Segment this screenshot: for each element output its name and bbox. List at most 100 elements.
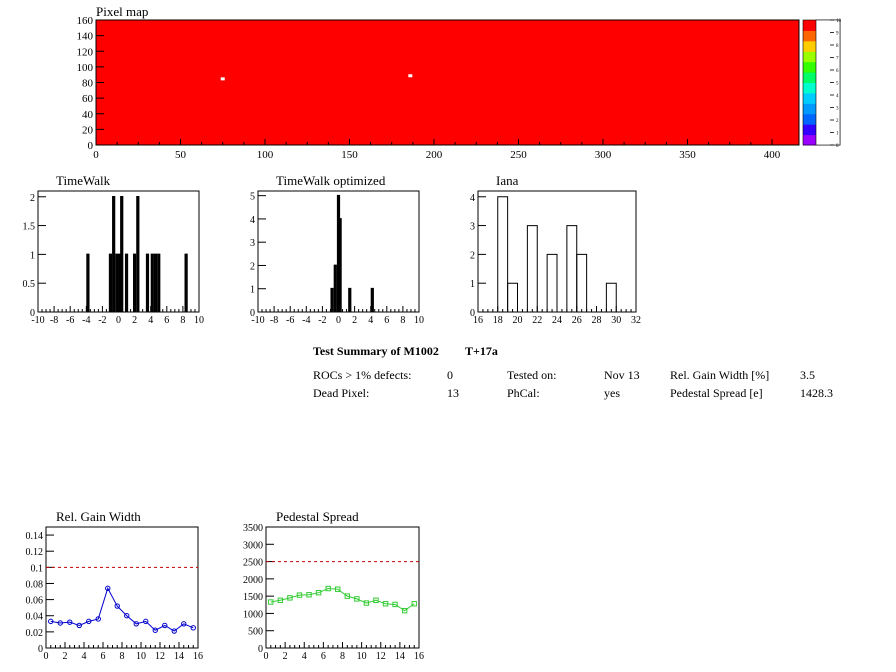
rocs-defects-value: 0 [447, 368, 453, 382]
dead-pixel [408, 74, 413, 78]
chart-title: Rel. Gain Width [56, 509, 141, 524]
x-tick-label: -4 [302, 315, 310, 326]
y-tick-label: 140 [77, 31, 94, 43]
data-point [325, 585, 331, 592]
y-tick-label: 0.02 [26, 628, 44, 639]
colorbar-segment [803, 72, 816, 83]
histogram-bar [120, 195, 124, 312]
colorbar-segment [803, 134, 816, 146]
colorbar-segment [803, 113, 816, 125]
data-point [373, 597, 379, 603]
colorbar-label: 4 [836, 94, 839, 99]
data-point [287, 595, 293, 601]
y-tick-label: 4 [250, 215, 255, 226]
data-point [296, 592, 303, 598]
x-tick-label: 8 [120, 651, 125, 662]
dead-pixel-value: 13 [447, 386, 459, 400]
y-tick-label: 0 [88, 140, 94, 152]
colorbar-segment [803, 61, 816, 73]
y-tick-label: 3500 [243, 523, 263, 534]
y-tick-label: 120 [77, 46, 94, 58]
x-tick-label: 10 [414, 315, 424, 326]
x-tick-label: 100 [257, 149, 274, 161]
data-point [162, 622, 168, 629]
x-tick-label: -8 [270, 315, 278, 326]
colorbar-label: 8 [836, 44, 839, 49]
x-tick-label: 12 [376, 651, 386, 662]
x-tick-label: 4 [82, 651, 87, 662]
x-tick-label: 2 [283, 651, 288, 662]
y-tick-label: 0 [30, 308, 35, 319]
histogram-bar [605, 282, 617, 312]
histogram-bar [576, 253, 588, 312]
colorbar-label: 7 [836, 57, 839, 62]
chart-title: Pedestal Spread [276, 509, 359, 524]
x-tick-label: 12 [155, 651, 165, 662]
histogram-bar [566, 225, 578, 312]
data-point [335, 586, 341, 592]
data-point [277, 597, 284, 603]
y-tick-label: 80 [82, 78, 94, 90]
histogram-bar [338, 218, 342, 312]
y-tick-label: 20 [82, 124, 94, 136]
phcal-label: PhCal: [507, 386, 540, 400]
colorbar-label: 10 [836, 19, 842, 24]
x-tick-label: 16 [193, 651, 203, 662]
x-tick-label: 0 [264, 651, 269, 662]
y-tick-label: 3 [470, 222, 475, 233]
chart-title: TimeWalk optimized [276, 173, 386, 188]
x-tick-label: -2 [318, 315, 326, 326]
y-tick-label: 1 [250, 285, 255, 296]
colorbar-segment [803, 51, 816, 63]
data-point [124, 613, 130, 619]
y-tick-label: 100 [77, 62, 94, 74]
x-tick-label: 250 [510, 149, 527, 161]
y-tick-label: 0.1 [31, 563, 44, 574]
x-tick-label: 200 [426, 149, 443, 161]
histogram-bar [153, 253, 158, 312]
y-tick-label: 500 [248, 627, 263, 638]
histogram-bar [507, 282, 518, 312]
data-point [268, 599, 274, 605]
data-point [86, 618, 92, 625]
pixel-map-fill [96, 20, 799, 145]
data-point [363, 600, 370, 606]
data-point [57, 620, 63, 626]
x-tick-label: 0 [336, 315, 341, 326]
x-tick-label: 6 [164, 315, 169, 326]
x-tick-label: 10 [136, 651, 146, 662]
data-point [114, 603, 120, 609]
colorbar-label: 9 [836, 32, 839, 37]
x-tick-label: 150 [341, 149, 358, 161]
histogram-bar [115, 253, 119, 312]
y-tick-label: 0.5 [23, 279, 36, 290]
x-tick-label: 4 [302, 651, 307, 662]
histogram-bar [132, 253, 137, 312]
x-tick-label: 4 [148, 315, 153, 326]
data-point [133, 621, 139, 627]
data-point [171, 628, 177, 634]
data-point [143, 618, 149, 625]
colorbar-segment [803, 124, 816, 136]
y-tick-label: 0 [250, 308, 255, 319]
data-point [382, 601, 389, 607]
data-point [105, 585, 111, 592]
series-line [50, 587, 194, 632]
x-tick-label: 2 [132, 315, 137, 326]
data-point [392, 601, 398, 608]
histogram-bar [136, 195, 140, 312]
y-tick-label: 0.04 [26, 612, 44, 623]
y-tick-label: 0 [470, 308, 475, 319]
data-point [190, 625, 196, 631]
colorbar-label: 2 [836, 119, 839, 124]
colorbar-segment [803, 103, 816, 115]
chart-title: Iana [496, 173, 519, 188]
pedestal-spread-value: 1428.3 [800, 386, 833, 400]
phcal-value: yes [604, 386, 620, 400]
dead-pixel-label: Dead Pixel: [313, 386, 370, 400]
data-point [306, 592, 312, 598]
y-tick-label: 2 [30, 193, 35, 204]
y-tick-label: 1.5 [23, 222, 36, 233]
y-tick-label: 3 [250, 238, 255, 249]
y-tick-label: 60 [82, 93, 94, 105]
